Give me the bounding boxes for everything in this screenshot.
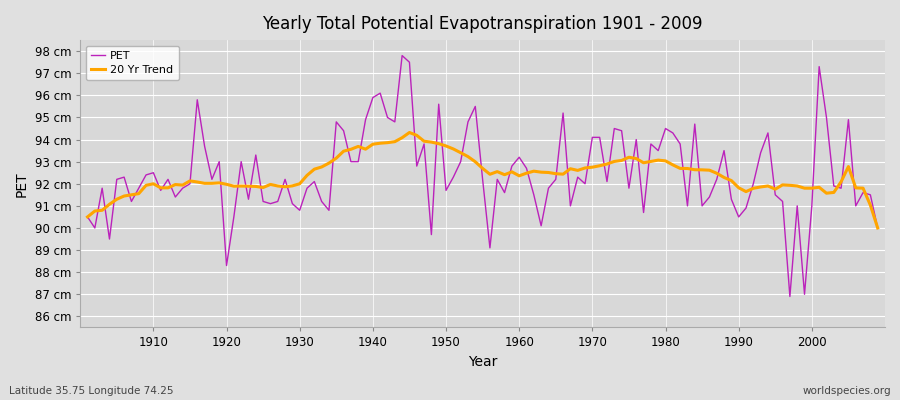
Line: 20 Yr Trend: 20 Yr Trend — [87, 132, 878, 228]
20 Yr Trend — [302, 173, 312, 178]
PET — [397, 53, 408, 58]
PET — [514, 155, 525, 160]
20 Yr Trend — [521, 171, 532, 176]
PET — [872, 226, 883, 230]
PET — [609, 126, 620, 131]
20 Yr Trend — [514, 174, 525, 178]
PET — [140, 172, 151, 177]
PET — [346, 159, 356, 164]
20 Yr Trend — [82, 214, 93, 219]
Line: PET: PET — [87, 56, 878, 296]
Y-axis label: PET: PET — [15, 171, 29, 196]
20 Yr Trend — [404, 130, 415, 135]
Title: Yearly Total Potential Evapotranspiration 1901 - 2009: Yearly Total Potential Evapotranspiratio… — [263, 15, 703, 33]
PET — [82, 214, 93, 219]
PET — [302, 186, 312, 190]
20 Yr Trend — [609, 159, 620, 164]
Text: worldspecies.org: worldspecies.org — [803, 386, 891, 396]
20 Yr Trend — [872, 226, 883, 230]
PET — [521, 166, 532, 171]
PET — [785, 294, 796, 299]
20 Yr Trend — [140, 183, 151, 188]
Legend: PET, 20 Yr Trend: PET, 20 Yr Trend — [86, 46, 179, 80]
20 Yr Trend — [346, 147, 356, 152]
Text: Latitude 35.75 Longitude 74.25: Latitude 35.75 Longitude 74.25 — [9, 386, 174, 396]
X-axis label: Year: Year — [468, 355, 498, 369]
